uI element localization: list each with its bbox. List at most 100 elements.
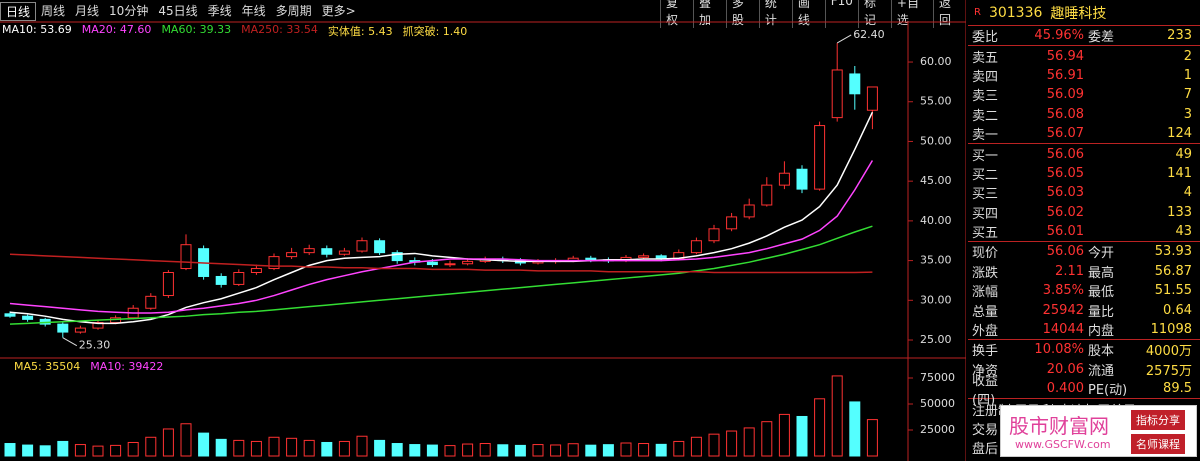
period-tab[interactable]: 10分钟 xyxy=(109,3,149,18)
candle-body xyxy=(708,228,720,242)
tool-button[interactable]: 多股 xyxy=(725,0,759,28)
volume-bar xyxy=(462,443,474,457)
chart: 25.00 30.00 35.00 40.00 45.00 50.00 55.00 60.00… xyxy=(0,0,966,461)
period-tabs: 日线 周线 月线 10分钟 45日线 季线 年线 多周期 更多> xyxy=(0,1,361,21)
period-tab[interactable]: 多周期 xyxy=(275,3,312,18)
order-row: 买二 56.05 141 xyxy=(968,164,1200,183)
candle-body xyxy=(321,248,333,255)
legend-entry: MA20: 47.60 xyxy=(81,23,152,36)
ma-legend: MA10: 53.69 MA20: 47.60 MA60: 39.33 MA250: … xyxy=(2,23,467,39)
ma-line xyxy=(9,111,874,325)
order-price: 56.03 xyxy=(1046,185,1084,201)
indicator: 实体值: 5.43 xyxy=(327,25,393,38)
y-tick-label: 40.00 xyxy=(920,214,952,227)
period-tab[interactable]: 日线 xyxy=(0,1,37,21)
legend-entry: MA10: 53.69 xyxy=(2,23,72,36)
period-tab[interactable]: 周线 xyxy=(41,3,66,18)
candle-body xyxy=(796,168,808,190)
period-tab[interactable]: 月线 xyxy=(75,3,100,18)
order-price: 56.06 xyxy=(1046,146,1084,162)
volume-bar xyxy=(321,441,333,457)
candle-body xyxy=(162,272,174,297)
order-price: 56.05 xyxy=(1046,165,1084,181)
order-price: 56.08 xyxy=(1046,106,1084,122)
order-volume: 3 xyxy=(1183,106,1192,122)
tool-button[interactable]: 标记 xyxy=(857,0,891,28)
volume-bar xyxy=(585,444,597,457)
order-price: 56.01 xyxy=(1046,224,1084,240)
candle-body xyxy=(286,252,298,258)
tool-button[interactable]: 复权 xyxy=(660,0,693,28)
y-tick-label: 45.00 xyxy=(920,174,952,187)
candle-body xyxy=(250,268,262,274)
quote-cell: 4000万 xyxy=(1145,344,1192,360)
order-label: 卖五 xyxy=(972,50,999,66)
volume-bar xyxy=(602,444,614,457)
candle-body xyxy=(92,322,104,329)
watermark-tag: 指标分享 xyxy=(1131,410,1185,430)
watermark-brand: 股市财富网 xyxy=(1009,414,1109,438)
quote-cell: 流通 xyxy=(1088,363,1115,379)
quote-cell: 10.08% xyxy=(1034,342,1084,358)
quote-cell: 净资 xyxy=(972,363,999,379)
candle-body xyxy=(761,184,773,206)
quote-row: 总量 25942 量比 0.64 xyxy=(968,300,1200,320)
tool-button[interactable]: F10 xyxy=(824,0,858,28)
note-row: 盘后 xyxy=(972,442,999,458)
volume-bar xyxy=(444,445,456,457)
quote-cell: 涨幅 xyxy=(972,285,999,301)
volume-bar xyxy=(761,421,773,457)
quote-cell: 56.87 xyxy=(1154,263,1192,279)
quote-cell: 0.64 xyxy=(1163,302,1192,318)
volume-bar xyxy=(22,444,34,457)
watermark-url: www.GSCFW.com xyxy=(1015,438,1111,451)
order-volume: 49 xyxy=(1175,146,1192,162)
tool-button[interactable]: 统计 xyxy=(758,0,792,28)
candle-body xyxy=(180,244,192,270)
candle-body xyxy=(74,327,86,333)
order-label: 买二 xyxy=(972,167,999,183)
tool-buttons: 复权 叠加 多股 统计 画线 F10 标记 +自选 返回 xyxy=(660,0,966,28)
tool-button[interactable]: 叠加 xyxy=(692,0,726,28)
tool-button[interactable]: +自选 xyxy=(890,0,933,28)
volume-bar xyxy=(409,444,421,457)
quote-row: 涨幅 3.85% 最低 51.55 xyxy=(968,281,1200,300)
indicator: 抓突破: 1.40 xyxy=(402,25,468,38)
order-volume: 124 xyxy=(1167,126,1192,142)
quote-cell: 量比 xyxy=(1088,304,1115,320)
period-tab[interactable]: 45日线 xyxy=(158,3,198,18)
volume-bar xyxy=(849,401,861,457)
order-label: 买一 xyxy=(972,148,999,164)
period-tab[interactable]: 更多> xyxy=(321,3,356,18)
watermark-tag: 名师课程 xyxy=(1131,434,1185,454)
legend-entry: MA10: 39422 xyxy=(90,360,164,373)
order-row: 卖三 56.09 7 xyxy=(968,85,1200,104)
quote-cell: 51.55 xyxy=(1154,283,1192,299)
candle-body xyxy=(145,295,157,309)
tool-button[interactable]: 画线 xyxy=(791,0,825,28)
volume-bar xyxy=(250,440,262,457)
period-tab[interactable]: 年线 xyxy=(241,3,266,18)
candle-body xyxy=(831,69,843,119)
candle-body xyxy=(4,313,16,317)
ma-line xyxy=(9,160,874,314)
volume-bar xyxy=(39,445,51,457)
volume-bar xyxy=(796,415,808,457)
candle-body xyxy=(585,257,597,261)
volume-bar xyxy=(638,443,650,457)
candle-body xyxy=(866,86,878,111)
candle-body xyxy=(391,252,403,262)
tool-button[interactable]: 返回 xyxy=(933,0,966,28)
quote-cell: 2.11 xyxy=(1055,263,1084,279)
volume-bar xyxy=(778,413,790,457)
y-tick-label: 25000 xyxy=(920,423,955,436)
quote-cell: 53.93 xyxy=(1154,244,1192,260)
order-volume: 2 xyxy=(1183,48,1192,64)
quote-cell: 11098 xyxy=(1150,322,1192,338)
period-tab[interactable]: 季线 xyxy=(207,3,232,18)
volume-bar xyxy=(514,444,526,457)
order-price: 56.02 xyxy=(1046,204,1084,220)
quote-cell: 3.85% xyxy=(1042,283,1084,299)
order-volume: 1 xyxy=(1183,67,1192,83)
stock-code: 301336 xyxy=(988,4,1043,21)
